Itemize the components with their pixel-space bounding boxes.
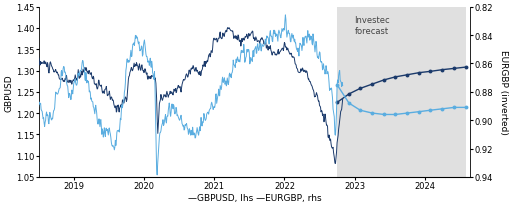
Text: Investec
forecast: Investec forecast bbox=[354, 16, 390, 36]
Y-axis label: GBPUSD: GBPUSD bbox=[4, 74, 13, 111]
X-axis label: —GBPUSD, lhs —EURGBP, rhs: —GBPUSD, lhs —EURGBP, rhs bbox=[188, 193, 322, 202]
Bar bbox=[337, 8, 465, 177]
Y-axis label: EURGBP (inverted): EURGBP (inverted) bbox=[499, 50, 508, 135]
